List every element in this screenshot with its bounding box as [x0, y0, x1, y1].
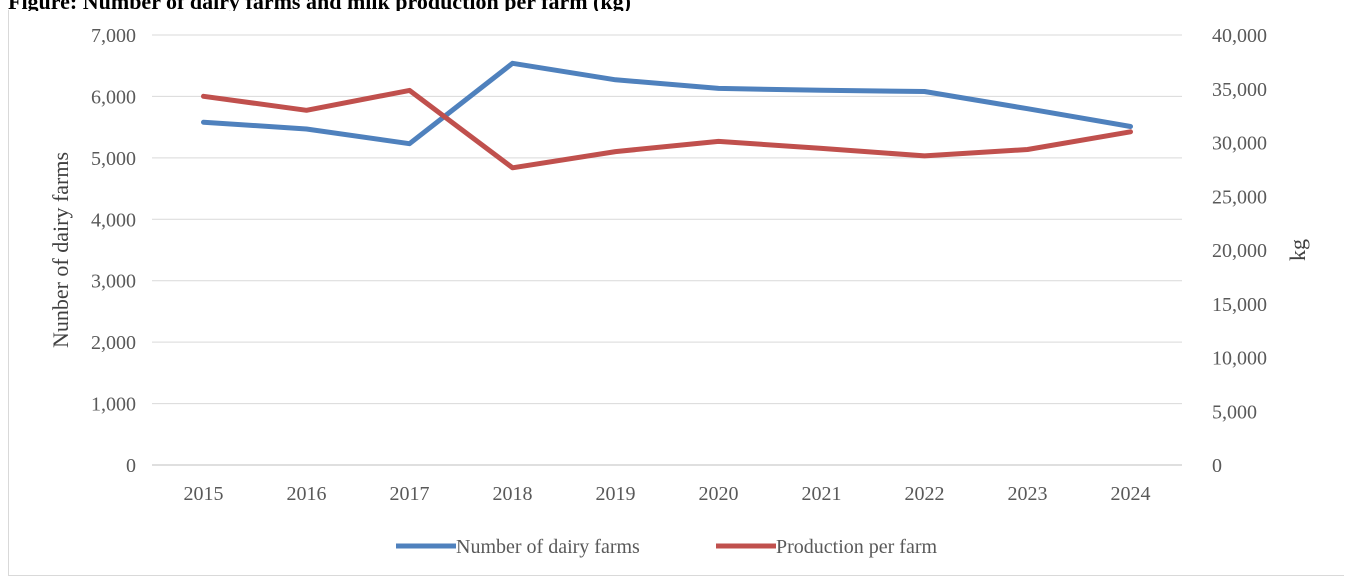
y-left-tick-label: 7,000	[91, 25, 136, 47]
right-axis-ticks: 0 5,000 10,000 15,000 20,000 25,000 30,000 35,0…	[1212, 25, 1267, 477]
y-left-tick-label: 1,000	[91, 394, 136, 416]
legend: Number of dairy farms Production per farm	[396, 536, 938, 558]
x-tick-label: 2020	[699, 483, 739, 505]
y-right-tick-label: 5,000	[1212, 401, 1257, 423]
chart-frame	[8, 10, 1344, 576]
series-lines	[201, 60, 1133, 171]
x-tick-label: 2019	[596, 483, 636, 505]
y-left-tick-label: 5,000	[91, 148, 136, 170]
left-axis-ticks: 0 1,000 2,000 3,000 4,000 5,000 6,000 7,000	[91, 25, 136, 477]
y-left-tick-label: 6,000	[91, 86, 136, 108]
series-line-production-per-farm	[201, 87, 1133, 171]
figure-title-strip: Figure: Number of dairy farms and milk p…	[0, 0, 1348, 11]
y-axis-title-right: kg	[1285, 239, 1310, 261]
y-right-tick-label: 40,000	[1212, 25, 1267, 47]
x-axis-ticks: 2015 2016 2017 2018 2019 2020 2021 2022 2023 2024	[184, 483, 1151, 505]
x-tick-label: 2021	[802, 483, 842, 505]
x-tick-label: 2015	[184, 483, 224, 505]
y-right-tick-label: 0	[1212, 455, 1222, 477]
series-line-number-of-dairy-farms	[201, 60, 1133, 147]
y-left-tick-label: 0	[126, 455, 136, 477]
y-left-tick-label: 4,000	[91, 209, 136, 231]
x-tick-label: 2017	[390, 483, 430, 505]
legend-label-production-per-farm: Production per farm	[776, 536, 938, 558]
y-right-tick-label: 25,000	[1212, 186, 1267, 208]
y-left-tick-label: 2,000	[91, 332, 136, 354]
x-tick-label: 2023	[1008, 483, 1048, 505]
y-right-tick-label: 10,000	[1212, 348, 1267, 370]
gridlines	[152, 34, 1182, 466]
x-tick-label: 2024	[1111, 483, 1151, 505]
y-right-tick-label: 15,000	[1212, 294, 1267, 316]
x-tick-label: 2016	[287, 483, 327, 505]
x-tick-label: 2018	[493, 483, 533, 505]
y-right-tick-label: 30,000	[1212, 133, 1267, 155]
x-tick-label: 2022	[905, 483, 945, 505]
legend-label-number-of-dairy-farms: Number of dairy farms	[456, 536, 640, 558]
figure-title: Figure: Number of dairy farms and milk p…	[8, 0, 631, 11]
y-right-tick-label: 20,000	[1212, 240, 1267, 262]
y-left-tick-label: 3,000	[91, 271, 136, 293]
y-axis-title-left: Nunber of dairy farms	[48, 152, 73, 348]
y-right-tick-label: 35,000	[1212, 79, 1267, 101]
